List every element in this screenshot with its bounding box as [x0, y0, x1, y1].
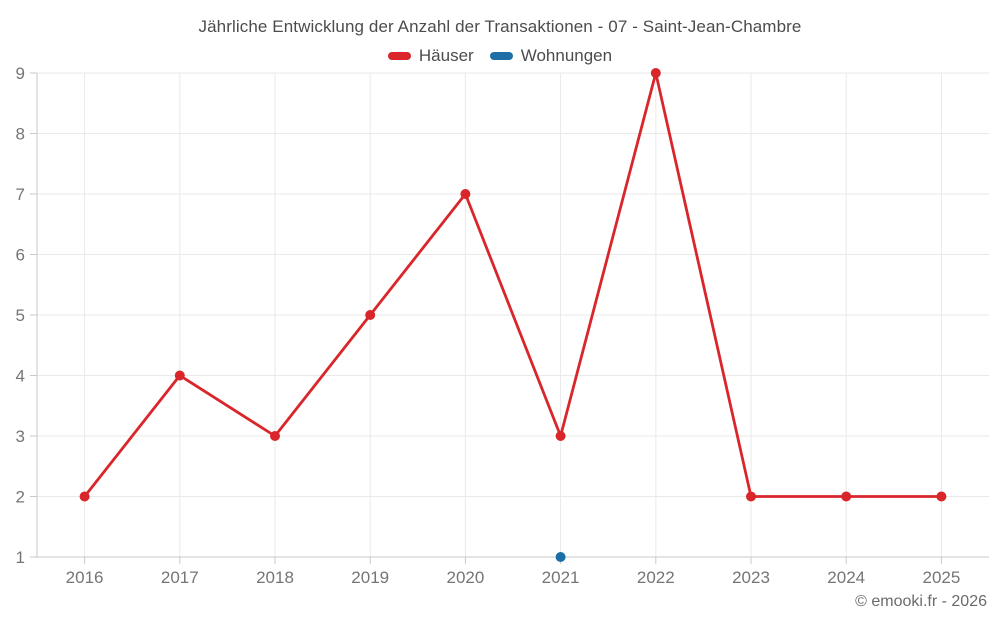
- data-point-hauser-2020[interactable]: [460, 189, 471, 199]
- y-axis-tick-label: 5: [16, 306, 25, 325]
- data-point-wohnungen-2021[interactable]: [555, 552, 566, 562]
- x-axis-tick-label: 2019: [351, 568, 389, 587]
- y-axis-tick-label: 6: [16, 246, 25, 265]
- legend-swatch-icon: [489, 52, 513, 60]
- x-axis-tick-label: 2018: [256, 568, 294, 587]
- y-axis-tick-label: 1: [16, 548, 25, 567]
- data-point-hauser-2025[interactable]: [936, 491, 947, 502]
- legend-label: Wohnungen: [520, 46, 613, 65]
- data-point-hauser-2017[interactable]: [174, 370, 185, 381]
- legend-item-hauser[interactable]: Häuser: [387, 46, 474, 66]
- chart-legend: Häuser Wohnungen: [0, 45, 1000, 67]
- data-point-hauser-2023[interactable]: [746, 491, 756, 502]
- y-axis-tick-label: 8: [16, 125, 25, 144]
- y-axis-tick-label: 4: [16, 367, 25, 386]
- data-point-hauser-2019[interactable]: [365, 310, 376, 320]
- legend-label: Häuser: [418, 46, 474, 65]
- x-axis-tick-label: 2016: [66, 568, 104, 587]
- x-axis-tick-label: 2017: [161, 568, 199, 587]
- y-axis-tick-label: 9: [16, 64, 25, 83]
- x-axis-tick-label: 2023: [732, 568, 770, 587]
- data-point-hauser-2024[interactable]: [841, 491, 852, 502]
- data-point-hauser-2016[interactable]: [79, 491, 90, 502]
- x-axis-tick-label: 2021: [542, 568, 580, 587]
- series-line-hauser: [83, 71, 943, 498]
- copyright-footer: © emooki.fr - 2026: [855, 593, 987, 610]
- y-axis-tick-label: 7: [16, 185, 25, 204]
- chart-title: Jährliche Entwicklung der Anzahl der Tra…: [198, 17, 802, 36]
- data-point-hauser-2022[interactable]: [650, 68, 661, 78]
- x-axis-tick-label: 2025: [922, 568, 960, 587]
- y-axis-tick-label: 3: [16, 427, 25, 446]
- x-axis-tick-label: 2024: [827, 568, 865, 587]
- x-axis-tick-label: 2022: [637, 568, 675, 587]
- x-axis-tick-label: 2020: [446, 568, 484, 587]
- data-point-hauser-2021[interactable]: [555, 431, 566, 441]
- data-point-hauser-2018[interactable]: [270, 431, 280, 441]
- y-axis-tick-label: 2: [16, 488, 25, 507]
- legend-item-wohnungen[interactable]: Wohnungen: [489, 46, 613, 66]
- legend-swatch-icon: [387, 52, 411, 60]
